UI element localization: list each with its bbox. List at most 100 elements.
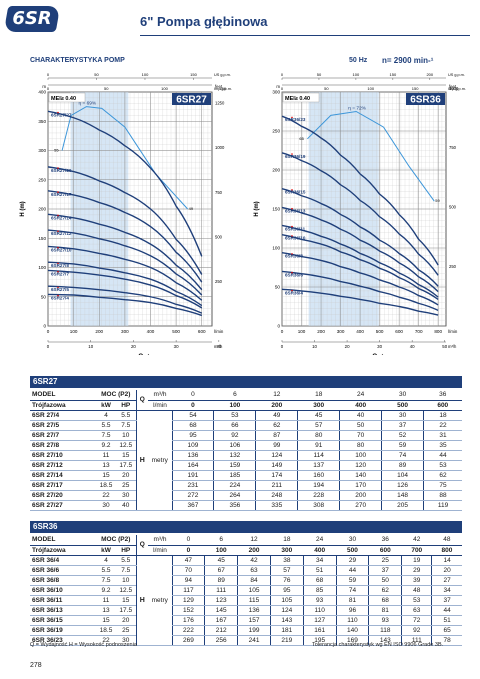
y-tick-label: 150: [38, 236, 46, 241]
head-value-cell: 81: [335, 595, 369, 606]
y-tick-label: 400: [38, 90, 46, 95]
head-value-cell: 219: [269, 635, 304, 646]
kw-cell: 7.5: [96, 575, 116, 586]
head-value-cell: 81: [368, 605, 402, 616]
top-unit-label: US g.p.m.: [214, 73, 231, 77]
logo-text: 6SR: [12, 8, 52, 29]
head-value-cell: 167: [204, 615, 238, 626]
head-value-cell: 110: [302, 605, 337, 616]
series-label-6sr27-7: 6SR27/7: [51, 271, 69, 276]
table-row: 6SR 36/13 13 17.5 152 145 136 124 110 96 81 63 44: [30, 605, 462, 616]
head-value-cell: 119: [423, 500, 462, 511]
h-label: H: [135, 555, 148, 646]
x2-tick-label: 40: [216, 344, 221, 349]
head-value-cell: 22: [423, 420, 462, 431]
curve-6sr27-5: [47, 285, 203, 314]
head-value-cell: 80: [339, 440, 382, 451]
head-value-cell: 62: [368, 585, 402, 596]
table-row: 6SR 27/17 18.5 25 231 224 211 194 170 126 75: [30, 480, 462, 491]
x2-unit-label: m³/h: [214, 344, 223, 349]
top-tick-label: 50: [94, 72, 99, 77]
curve-marker: [291, 153, 293, 155]
hp-cell: 10: [116, 575, 136, 586]
series-label-6sr36-15: 6SR36/15: [285, 190, 306, 195]
head-value-cell: 18: [423, 410, 462, 421]
series-label-6sr36-19: 6SR36/19: [285, 154, 306, 159]
head-value-cell: 53: [423, 460, 462, 471]
head-value-cell: 37: [431, 595, 462, 606]
model-cell: 6SR 36/13: [30, 605, 96, 616]
q-lmin-value: 500: [336, 545, 369, 556]
x2-tick-label: 0: [281, 344, 284, 349]
curve-marker: [57, 262, 59, 265]
q-m3h-value: 36: [423, 390, 462, 401]
model-cell: 6SR 27/17: [30, 480, 96, 491]
q-lmin-value: 500: [381, 400, 424, 411]
head-value-cell: 222: [171, 625, 205, 636]
head-value-cell: 65: [431, 625, 462, 636]
right-tick-label: 750: [215, 190, 223, 195]
col-header-moc: MOC (P2): [96, 390, 136, 401]
q-label: Q: [135, 535, 148, 556]
col-header-model: MODEL: [30, 535, 96, 546]
q-lmin-value: 0: [172, 400, 214, 411]
series-label-6sr36-4: 6SR36/4: [285, 290, 303, 295]
head-value-cell: 194: [297, 480, 340, 491]
series-label-6sr36-8: 6SR36/8: [285, 254, 303, 259]
curve-marker: [57, 191, 59, 193]
hp-cell: 17.5: [116, 460, 136, 471]
h-unit: metry: [148, 410, 172, 511]
head-value-cell: 45: [297, 410, 340, 421]
x-axis-label: Q: [138, 353, 143, 355]
curve-6sr36-23: [281, 115, 439, 266]
head-value-cell: 191: [171, 470, 214, 481]
col-header-hp: HP: [116, 545, 136, 556]
page-header: 6SR 6" Pompa głębinowa: [0, 0, 480, 40]
curve-6sr36-8: [281, 251, 439, 306]
chart-title: 6SR36: [410, 95, 441, 106]
curve-6sr27-12: [47, 229, 203, 296]
head-value-cell: 42: [237, 555, 271, 566]
arrow-right-icon: [147, 353, 150, 355]
right-tick-label: 250: [215, 279, 223, 284]
curve-6sr27-8: [47, 261, 203, 307]
q-m3h-value: 30: [336, 535, 369, 546]
q-lmin-value: 0: [172, 545, 205, 556]
table-row: 6SR 36/11 11 15 129 123 115 105 93 81 68 53 37: [30, 595, 462, 606]
kw-cell: 7.5: [96, 430, 116, 441]
series-label-6sr36-10: 6SR36/10: [285, 236, 306, 241]
tolerance-note: Tolerancja charakterystyk wg EN ISO 9906…: [312, 642, 444, 648]
head-value-cell: 48: [401, 585, 432, 596]
head-value-cell: 52: [381, 430, 424, 441]
head-value-cell: 205: [381, 500, 424, 511]
head-value-cell: 99: [255, 440, 298, 451]
head-value-cell: 149: [255, 460, 298, 471]
top-unit-label: US g.p.m.: [448, 73, 465, 77]
head-value-cell: 44: [335, 565, 369, 576]
series-label-6sr27-8: 6SR27/8: [51, 263, 69, 268]
table-row: 6SR 36/8 7.5 10 94 89 84 76 68 59 50 39 27: [30, 575, 462, 586]
y-axis-label: H (m): [254, 201, 260, 216]
hp-cell: 5.5: [116, 555, 136, 566]
head-value-cell: 19: [401, 555, 432, 566]
x2-tick-label: 20: [345, 344, 350, 349]
head-value-cell: 34: [431, 585, 462, 596]
chart-6sr36: 0 100 200 300 400 500 600 700 800 l/min0501001502…: [254, 72, 466, 355]
head-value-cell: 38: [269, 555, 304, 566]
model-cell: 6SR 36/23: [30, 635, 96, 646]
x2-tick-label: 30: [174, 344, 179, 349]
col-header-trojfazowa: Trójfazowa: [30, 545, 96, 556]
head-value-cell: 114: [297, 450, 340, 461]
head-value-cell: 74: [381, 450, 424, 461]
head-value-cell: 212: [204, 625, 238, 636]
q-lmin-value: 200: [255, 400, 298, 411]
head-value-cell: 120: [339, 460, 382, 471]
q-lmin-value: 400: [339, 400, 382, 411]
head-value-cell: 78: [431, 635, 462, 646]
head-value-cell: 89: [204, 575, 238, 586]
curve-6sr27-14: [47, 213, 203, 291]
model-cell: 6SR 27/7: [30, 430, 96, 441]
curve-6sr36-11: [281, 224, 439, 298]
